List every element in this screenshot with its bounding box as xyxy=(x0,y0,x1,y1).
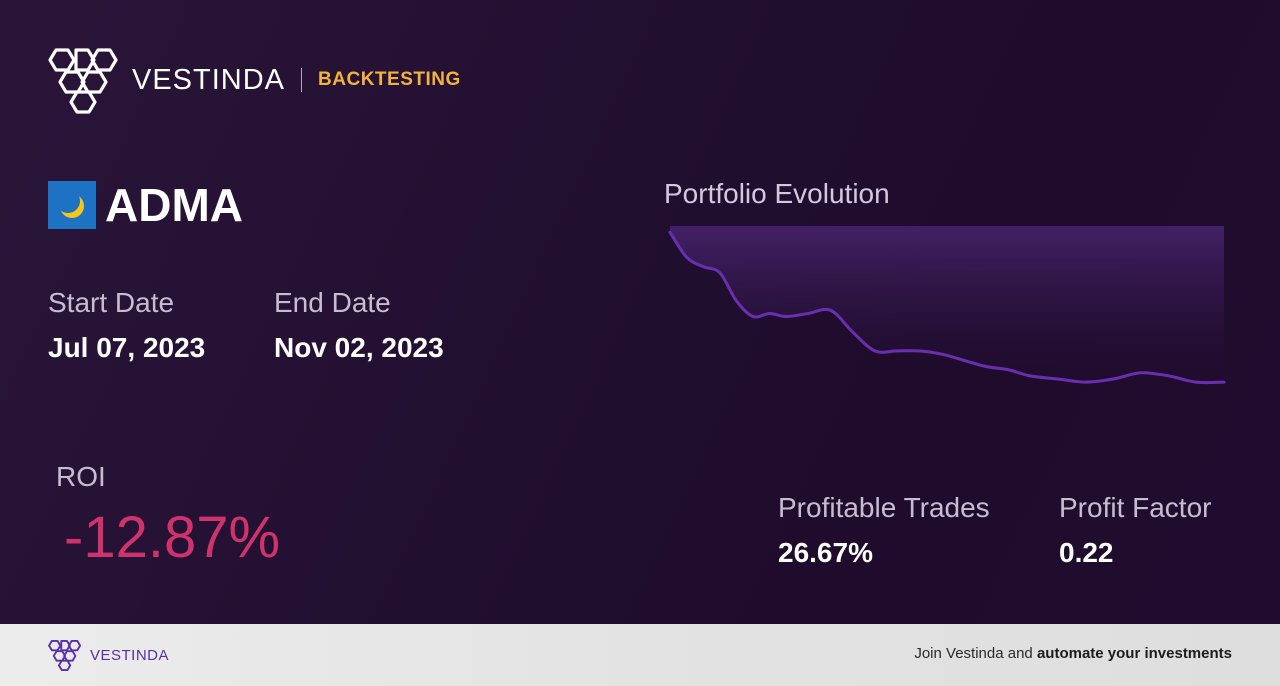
chart-series-line xyxy=(668,230,1226,385)
brand-header: VESTINDA BACKTESTING xyxy=(48,46,461,114)
ticker-heading: ADMA xyxy=(48,178,243,232)
brand-divider xyxy=(301,68,303,92)
footer-cta-bold: automate your investments xyxy=(1036,645,1232,662)
profitable-trades-value: 26.67% xyxy=(778,537,873,568)
portfolio-evolution-chart xyxy=(668,226,1226,385)
profit-factor-label: Profit Factor xyxy=(1059,492,1212,523)
chart-area-fill xyxy=(670,226,1224,383)
vestinda-logo-icon xyxy=(48,48,118,114)
brand-section: BACKTESTING xyxy=(318,69,461,90)
roi-label: ROI xyxy=(56,461,106,492)
ticker-symbol: ADMA xyxy=(105,179,243,231)
footer-brand[interactable]: VESTINDA xyxy=(48,639,169,671)
end-date-value: Nov 02, 2023 xyxy=(274,332,444,363)
start-date-value: Jul 07, 2023 xyxy=(48,332,206,363)
footer-cta-link[interactable]: Join Vestinda and automate your investme… xyxy=(914,645,1232,662)
crescent-moon-logo-icon xyxy=(48,181,96,229)
profitable-trades-label: Profitable Trades xyxy=(778,492,990,523)
backtest-card: VESTINDA BACKTESTING ADMA Start Date Jul… xyxy=(0,0,1280,624)
footer-bar: VESTINDA Join Vestinda and automate your… xyxy=(0,624,1280,686)
brand-name: VESTINDA xyxy=(132,63,286,96)
chart-title: Portfolio Evolution xyxy=(664,178,890,209)
end-date-label: End Date xyxy=(274,287,391,318)
vestinda-logo-icon xyxy=(48,639,82,671)
footer-brand-name: VESTINDA xyxy=(90,646,170,664)
profit-factor-value: 0.22 xyxy=(1059,537,1114,568)
start-date-label: Start Date xyxy=(48,287,175,318)
footer-cta-text: Join Vestinda and xyxy=(914,645,1037,662)
roi-value: -12.87% xyxy=(64,505,281,570)
